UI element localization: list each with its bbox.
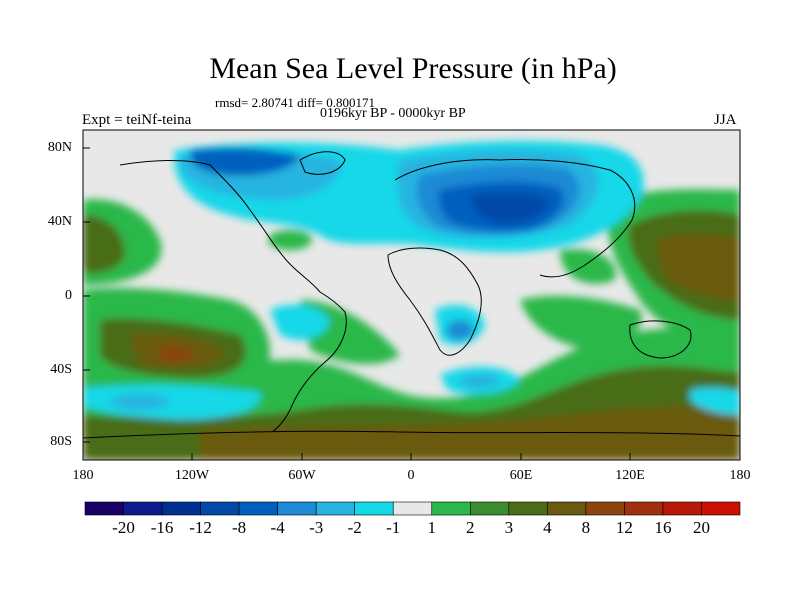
- field-arabian-green: [560, 249, 616, 284]
- lat-label-40n: 40N: [47, 214, 72, 229]
- lon-label-120e: 120E: [615, 468, 645, 483]
- coastline-australia: [629, 320, 692, 359]
- field-north-pacific-olive: [83, 215, 125, 273]
- colorbar-tick-label: -4: [270, 518, 285, 537]
- colorbar-tick-label: -2: [347, 518, 362, 537]
- colorbar-tick-label: 1: [427, 518, 437, 537]
- field-canada-core: [189, 147, 300, 176]
- colorbar-swatch: [585, 501, 625, 516]
- lat-label-0: 0: [65, 288, 72, 303]
- colorbar-tick-label: -20: [112, 518, 135, 537]
- field-south-pacific-max: [157, 346, 193, 362]
- colorbar-swatch: [508, 501, 548, 516]
- colorbar-swatch: [315, 501, 356, 516]
- colorbar-tick-label: -16: [150, 518, 174, 537]
- colorbar-swatch: [200, 501, 240, 516]
- field-south-america-cyan: [270, 304, 330, 340]
- field-south-pacific-low2: [110, 394, 170, 410]
- colorbar-tick-label: 20: [692, 518, 710, 537]
- experiment-label: Expt = teiNf-teina: [82, 112, 192, 128]
- chart-title: Mean Sea Level Pressure (in hPa): [209, 52, 617, 85]
- colorbar-tick-label: 2: [466, 518, 475, 537]
- pressure-field: [83, 130, 740, 460]
- coastline-antarctica: [83, 430, 740, 439]
- lon-label-180-left: 180: [72, 468, 94, 483]
- stats-text: rmsd= 2.80741 diff= 0.800171: [215, 95, 375, 110]
- colorbar-swatch: [123, 501, 163, 516]
- lon-label-60w: 60W: [288, 468, 316, 483]
- colorbar-swatch: [662, 501, 702, 516]
- colorbar-tick-label: 12: [615, 518, 633, 537]
- colorbar-swatch: [238, 501, 278, 516]
- coastlines: [83, 151, 740, 439]
- colorbar-swatch: [161, 501, 201, 516]
- period-text: 0196kyr BP - 0000kyr BP: [320, 106, 466, 121]
- colorbar-tick-label: -12: [189, 518, 212, 537]
- colorbar-swatch: [701, 501, 741, 516]
- colorbar-swatch: [547, 501, 587, 516]
- colorbar-swatch: [354, 501, 394, 516]
- colorbar-tick-label: -8: [232, 518, 247, 537]
- field-atlantic-green: [268, 230, 312, 250]
- lon-label-120w: 120W: [174, 468, 210, 483]
- field-south-atlantic-low2: [460, 374, 500, 388]
- colorbar-swatch: [277, 501, 317, 516]
- lat-label-80s: 80S: [50, 434, 72, 449]
- lat-label-80n: 80N: [47, 140, 72, 155]
- field-indian-green: [520, 295, 642, 350]
- coastline-africa: [387, 247, 482, 356]
- coastline-americas: [119, 160, 347, 433]
- lat-label-40s: 40S: [50, 362, 72, 377]
- colorbar-tick-label: 3: [504, 518, 514, 537]
- lon-label-180-right: 180: [729, 468, 751, 483]
- colorbar-swatch: [392, 501, 433, 516]
- field-eurasia-core: [470, 192, 550, 224]
- coastline-greenland: [299, 151, 346, 175]
- colorbar-swatch: [469, 501, 510, 516]
- colorbar-swatch: [624, 501, 664, 516]
- colorbar-tick-label: -3: [309, 518, 324, 537]
- season-label: JJA: [714, 112, 737, 128]
- field-band-south-brown: [200, 406, 740, 460]
- lon-label-0: 0: [407, 468, 415, 483]
- colorbar-swatch: [84, 501, 124, 516]
- field-east-south-low: [690, 387, 740, 415]
- colorbar-swatch: [431, 501, 471, 516]
- field-africa-blue: [446, 320, 474, 340]
- colorbar: [84, 501, 741, 516]
- coastline-eurasia: [394, 158, 636, 278]
- field-west-pacific-brown: [655, 234, 740, 300]
- axis-ticks: [82, 147, 741, 460]
- field-south-pacific-low: [83, 384, 261, 420]
- colorbar-tick-label: -1: [386, 518, 401, 537]
- lon-label-60e: 60E: [509, 468, 533, 483]
- colorbar-tick-label: 16: [654, 518, 672, 537]
- colorbar-tick-label: 4: [543, 518, 552, 537]
- colorbar-tick-label: 8: [581, 518, 591, 537]
